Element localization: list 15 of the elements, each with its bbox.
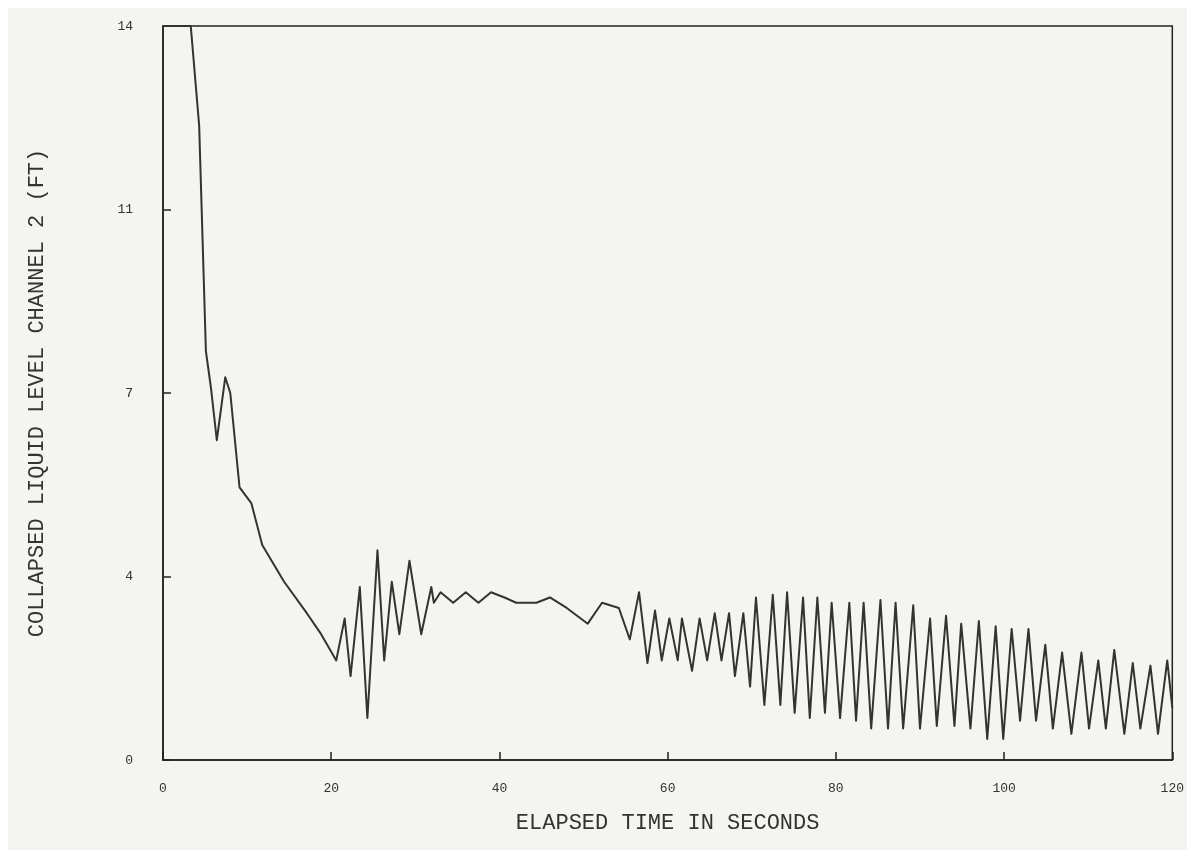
- y-tick-label: 7: [125, 385, 133, 401]
- x-tick-label: 60: [659, 781, 676, 796]
- y-tick-label: 11: [117, 202, 134, 217]
- y-axis-title: COLLAPSED LIQUID LEVEL CHANNEL 2 (FT): [24, 148, 50, 638]
- line-series: [162, 25, 1174, 741]
- x-tick-label: 20: [323, 781, 340, 796]
- x-axis-title: ELAPSED TIME IN SECONDS: [515, 810, 820, 836]
- y-tick-label: 4: [125, 569, 134, 584]
- x-tick-label: 100: [992, 781, 1016, 796]
- x-tick-label: 0: [159, 781, 167, 796]
- y-tick-label: 0: [125, 752, 133, 768]
- x-tick-label: 120: [1160, 781, 1184, 796]
- x-tick-label: 40: [491, 781, 508, 796]
- y-tick-label: 14: [117, 18, 134, 34]
- x-tick-label: 80: [828, 781, 844, 796]
